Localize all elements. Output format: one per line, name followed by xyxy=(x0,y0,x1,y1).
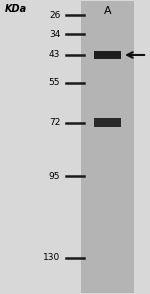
Text: 26: 26 xyxy=(49,11,60,20)
Text: 72: 72 xyxy=(49,118,60,127)
Text: 95: 95 xyxy=(49,172,60,181)
Text: 34: 34 xyxy=(49,29,60,39)
Bar xyxy=(94,51,121,59)
Text: 43: 43 xyxy=(49,51,60,59)
FancyBboxPatch shape xyxy=(81,1,134,293)
Bar xyxy=(94,118,121,127)
Text: 55: 55 xyxy=(49,78,60,87)
Text: 130: 130 xyxy=(43,253,60,262)
Text: A: A xyxy=(104,6,111,16)
Bar xyxy=(81,1,134,293)
Text: KDa: KDa xyxy=(4,4,27,14)
